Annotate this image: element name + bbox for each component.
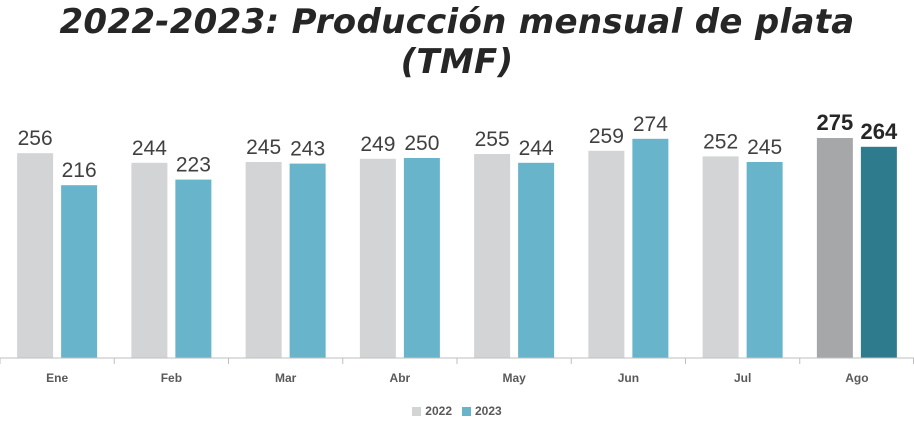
bar-2022-ago <box>816 138 853 358</box>
bar-2023-jun <box>632 138 669 358</box>
legend-item-2022: 2022 <box>412 404 452 418</box>
bar-2023-ago <box>860 146 897 358</box>
value-label-2022-jun: 259 <box>589 125 624 148</box>
value-label-2022-ene: 256 <box>18 127 53 150</box>
value-label-2023-ago: 264 <box>861 119 898 144</box>
category-label-may: May <box>502 371 526 385</box>
bars-group <box>17 138 897 358</box>
bar-2022-feb <box>131 162 168 358</box>
category-label-jul: Jul <box>734 371 751 385</box>
legend-label-2022: 2022 <box>425 404 452 418</box>
value-label-2023-may: 244 <box>519 137 554 160</box>
bar-2023-mar <box>289 163 326 358</box>
category-label-ago: Ago <box>845 371 868 385</box>
bar-2023-feb <box>175 179 212 358</box>
category-label-abr: Abr <box>390 371 411 385</box>
category-label-mar: Mar <box>275 371 297 385</box>
category-label-feb: Feb <box>161 371 182 385</box>
bar-2022-may <box>474 154 511 358</box>
value-label-2022-abr: 249 <box>360 133 395 156</box>
legend-swatch-2022 <box>412 406 422 416</box>
value-label-2022-jul: 252 <box>703 130 738 153</box>
legend-swatch-2023 <box>462 406 471 416</box>
value-labels-group: 256 216 244 223 245 243 249 250 255 244 259 274 252 2… <box>18 110 898 182</box>
legend: 2022 2023 <box>0 404 914 418</box>
value-label-2023-ene: 216 <box>62 159 97 182</box>
value-label-2023-jun: 274 <box>633 113 668 136</box>
bar-2022-jun <box>588 150 625 358</box>
value-label-2022-feb: 244 <box>132 137 167 160</box>
value-label-2022-ago: 275 <box>817 110 854 135</box>
category-labels-group: Ene Feb Mar Abr May Jun Jul Ago <box>46 371 868 385</box>
value-label-2022-mar: 245 <box>246 136 281 159</box>
category-label-jun: Jun <box>618 371 639 385</box>
legend-label-2023: 2023 <box>475 404 502 418</box>
legend-item-2023: 2023 <box>462 404 502 418</box>
bar-2023-abr <box>403 158 440 358</box>
bar-2022-mar <box>245 162 282 358</box>
bar-2023-ene <box>61 185 98 358</box>
bar-2022-ene <box>17 153 54 358</box>
bar-2022-jul <box>702 156 739 358</box>
value-label-2023-jul: 245 <box>747 136 782 159</box>
value-label-2023-mar: 243 <box>290 138 325 161</box>
value-label-2023-abr: 250 <box>404 132 439 155</box>
bar-2023-may <box>518 162 555 358</box>
value-label-2023-feb: 223 <box>176 154 211 177</box>
value-label-2022-may: 255 <box>475 128 510 151</box>
chart-title: 2022-2023: Producción mensual de plata (… <box>59 2 855 82</box>
bar-2022-abr <box>359 158 396 358</box>
x-ticks-group <box>0 358 914 364</box>
bar-2023-jul <box>746 162 783 358</box>
category-label-ene: Ene <box>46 371 68 385</box>
